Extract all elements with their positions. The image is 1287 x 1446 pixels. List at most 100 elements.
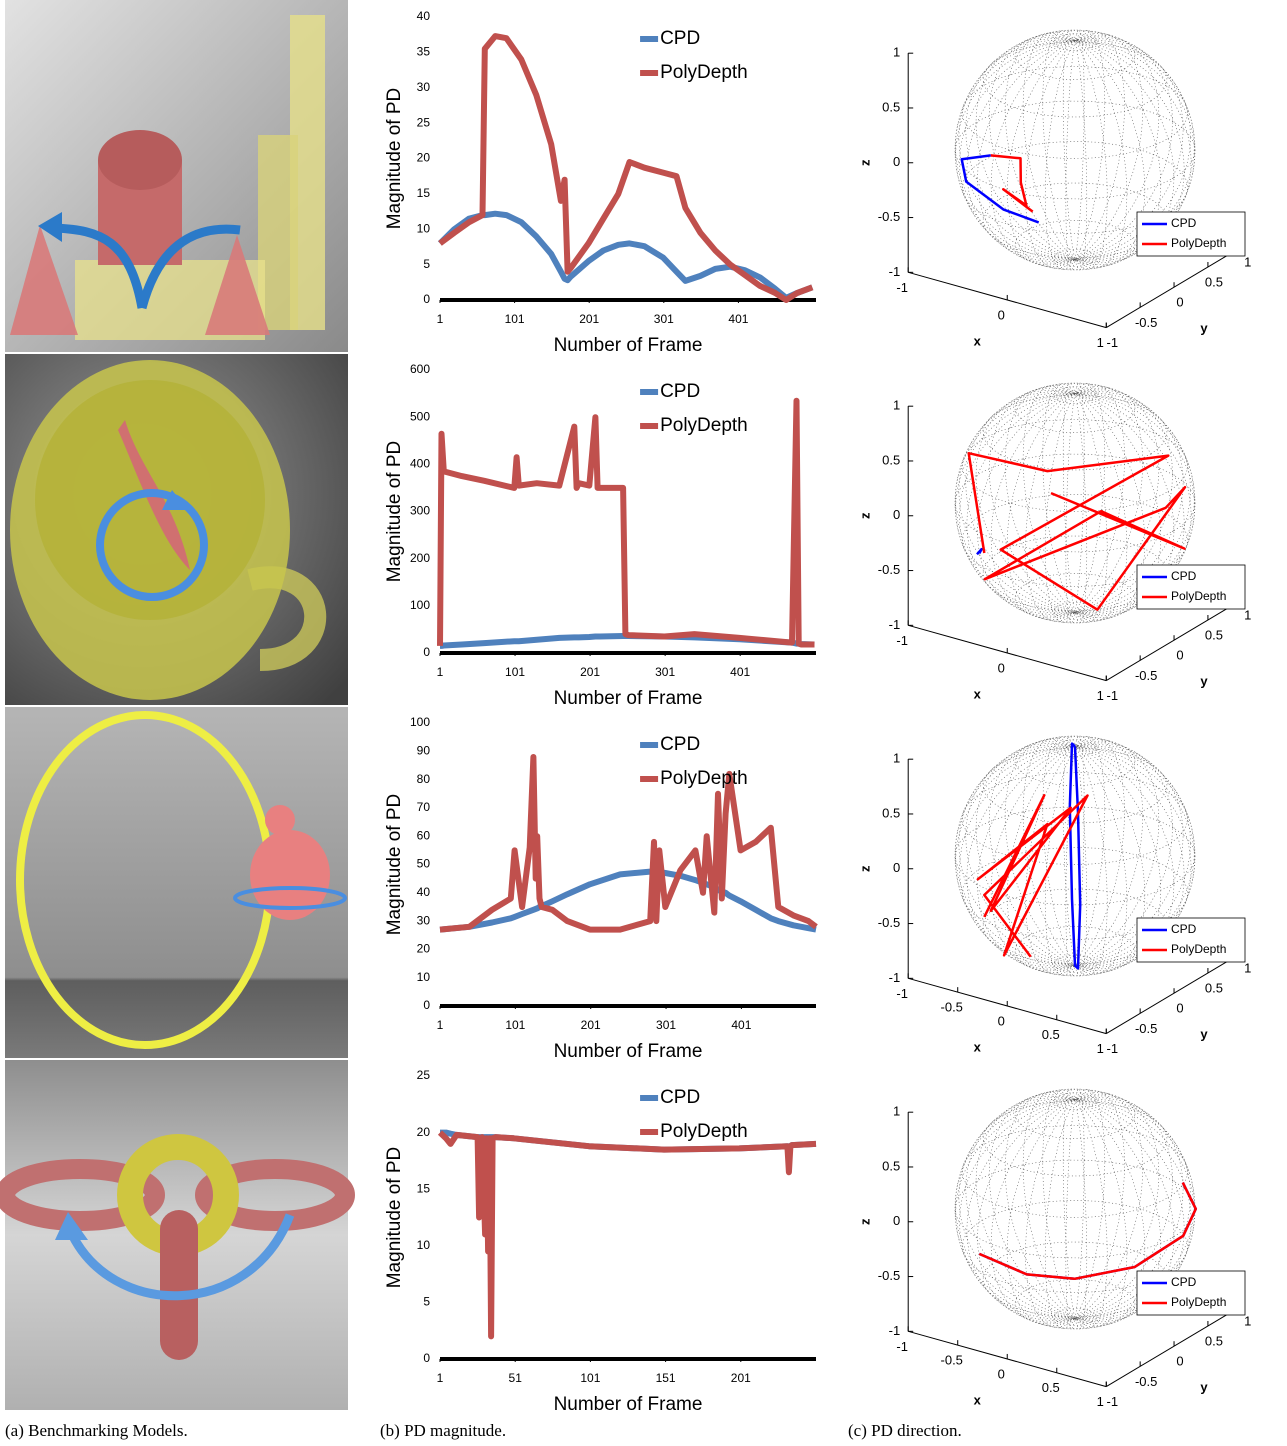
x-tick-label: 1	[1097, 688, 1104, 703]
meridian	[1023, 32, 1127, 268]
y-tick-label: 10	[417, 970, 431, 984]
meridian	[1066, 30, 1084, 270]
x-tick-label: 101	[580, 1371, 600, 1385]
y-tick-label: 30	[417, 913, 431, 927]
x-tick-label: 1	[1097, 1041, 1104, 1056]
y-tick-label: 300	[410, 504, 430, 518]
z-tick-label: -1	[889, 970, 901, 985]
data-line	[440, 757, 816, 930]
z-tick-label: 0.5	[882, 805, 900, 820]
x-tick-label: 1	[437, 1371, 444, 1385]
z-tick-label: -1	[889, 264, 901, 279]
legend-label: PolyDepth	[660, 768, 748, 789]
meridian	[1026, 32, 1125, 268]
direction-curve	[979, 1183, 1196, 1279]
data-line	[440, 36, 812, 300]
y-tick-label: 0	[423, 998, 430, 1012]
z-tick-label: 1	[893, 398, 900, 413]
x-tick-label: 301	[655, 665, 675, 679]
y-tick-label: 90	[417, 743, 431, 757]
y-tick-label: -1	[1107, 688, 1119, 703]
z-tick-label: -0.5	[878, 1268, 900, 1283]
y-tick-label: 1	[1244, 254, 1251, 269]
x-tick-label: 1	[1097, 335, 1104, 350]
y-axis-label: y	[1200, 321, 1208, 336]
y-tick-label: 20	[417, 151, 431, 165]
z-tick-label: 0	[893, 1213, 900, 1228]
x-tick-label: -0.5	[941, 1000, 963, 1015]
direction-curve	[979, 1183, 1196, 1279]
x-tick-label: 0	[998, 660, 1005, 675]
y-tick-label: 0	[1176, 1354, 1183, 1369]
y-tick-label: 500	[410, 409, 430, 423]
model-image	[5, 1060, 348, 1410]
y-tick-label: 0	[423, 645, 430, 659]
x-tick-label: -1	[896, 280, 908, 295]
legend-label: CPD	[660, 381, 700, 402]
y-tick-label: 200	[410, 551, 430, 565]
x-axis-label: x	[974, 686, 982, 701]
y-tick-label: 1	[1244, 960, 1251, 975]
y-tick-label: 5	[423, 257, 430, 271]
y-tick-label: 15	[417, 1181, 431, 1195]
z-tick-label: 1	[893, 45, 900, 60]
meridian	[989, 1094, 1161, 1324]
y-tick-label: 40	[417, 885, 431, 899]
y-axis-label: y	[1200, 674, 1208, 689]
figure: (a) Benchmarking Models. (b) PD magnitud…	[0, 0, 1287, 1446]
z-tick-label: 0	[893, 507, 900, 522]
x-tick-label: 1	[437, 1018, 444, 1032]
legend-label: PolyDepth	[660, 62, 748, 83]
direction-curve	[962, 155, 1039, 222]
x-axis-label: Number of Frame	[554, 1041, 703, 1062]
x-axis-label: x	[974, 333, 982, 348]
y-tick-label: 0	[1176, 648, 1183, 663]
meridian	[989, 35, 1161, 265]
meridian	[1026, 1091, 1125, 1327]
meridian	[1043, 31, 1108, 270]
y-tick-label: 20	[417, 1125, 431, 1139]
z-tick-label: 0	[893, 860, 900, 875]
y-axis-label: Magnitude of PD	[384, 441, 405, 583]
x-tick-label: 0	[998, 307, 1005, 322]
y-tick-label: 400	[410, 457, 430, 471]
direction-curve	[977, 549, 982, 554]
x-tick-label: -1	[896, 986, 908, 1001]
x-tick-label: -0.5	[941, 1353, 963, 1368]
caption: (c) PD direction.	[848, 1421, 962, 1440]
x-axis-label: x	[974, 1039, 982, 1054]
y-axis-label: y	[1200, 1380, 1208, 1395]
y-tick-label: -0.5	[1135, 315, 1157, 330]
y-tick-label: -0.5	[1135, 668, 1157, 683]
z-axis-label: z	[858, 159, 873, 166]
z-tick-label: 0.5	[882, 99, 900, 114]
meridian	[1066, 1089, 1084, 1329]
y-tick-label: 80	[417, 772, 431, 786]
legend-label: CPD	[1171, 1275, 1197, 1289]
z-tick-label: 0	[893, 154, 900, 169]
y-tick-label: 25	[417, 1068, 431, 1082]
z-tick-label: 0.5	[882, 1158, 900, 1173]
y-tick-label: 600	[410, 362, 430, 376]
y-tick-label: -0.5	[1135, 1374, 1157, 1389]
caption: (a) Benchmarking Models.	[5, 1421, 188, 1440]
caption: (b) PD magnitude.	[380, 1421, 506, 1440]
z-tick-label: 1	[893, 751, 900, 766]
y-tick-label: 25	[417, 115, 431, 129]
y-tick-label: -1	[1107, 335, 1119, 350]
x-tick-label: -1	[896, 633, 908, 648]
x-tick-label: 101	[505, 665, 525, 679]
x-tick-label: 401	[728, 312, 748, 326]
x-tick-label: 201	[579, 312, 599, 326]
y-tick-label: 35	[417, 45, 431, 59]
z-tick-label: 0.5	[882, 452, 900, 467]
y-tick-label: 20	[417, 942, 431, 956]
legend-label: PolyDepth	[1171, 1295, 1226, 1309]
data-line	[440, 401, 815, 646]
y-tick-label: 100	[410, 715, 430, 729]
y-tick-label: 1	[1244, 1313, 1251, 1328]
x-tick-label: 101	[505, 1018, 525, 1032]
y-axis-label: Magnitude of PD	[384, 1147, 405, 1289]
x-tick-label: 0.5	[1042, 1380, 1060, 1395]
z-axis-label: z	[858, 1218, 873, 1225]
